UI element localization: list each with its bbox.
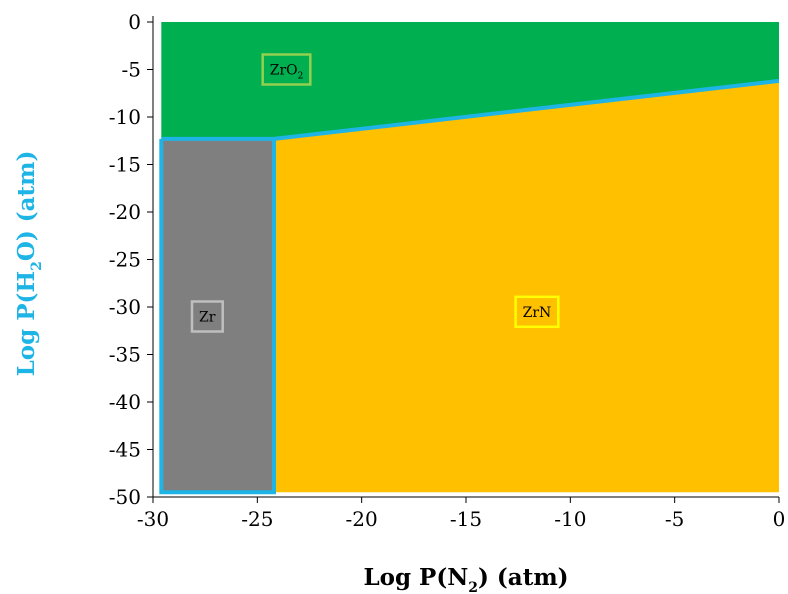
- region-label-text: Zr: [199, 310, 216, 326]
- region-label-box: [514, 295, 560, 329]
- x-tick-label: -20: [346, 507, 378, 531]
- x-tick-label: -10: [554, 507, 586, 531]
- y-tick-label: -20: [109, 200, 141, 224]
- y-tick-label: -30: [109, 295, 141, 319]
- region-zrn: [274, 80, 779, 493]
- region-label-zro2: ZrO2: [261, 53, 312, 86]
- region-label-zr: Zr: [190, 300, 224, 333]
- boundary-layer: [159, 78, 780, 495]
- y-tick-label: -25: [109, 248, 141, 272]
- x-tick-label: -15: [450, 507, 482, 531]
- region-label-text: ZrN: [523, 305, 552, 321]
- y-tick-label: -15: [109, 153, 141, 177]
- y-tick-label: -45: [109, 438, 141, 462]
- x-tick-label: -25: [241, 507, 273, 531]
- labels-layer: ZrO2 ZrN Zr: [190, 53, 560, 333]
- x-tick-label: -5: [665, 507, 684, 531]
- regions-layer: [161, 22, 780, 493]
- region-label-box: [261, 53, 312, 86]
- y-tick-label: -10: [109, 105, 141, 129]
- y-tick-label: 0: [128, 10, 141, 34]
- x-tick-label: 0: [773, 507, 786, 531]
- region-label-text: ZrO2: [270, 63, 304, 82]
- region-label-box: [190, 300, 224, 333]
- axes-layer: 0-5-10-15-20-25-30-35-40-45-50-30 -25 -20-…: [13, 10, 785, 594]
- region-label-zrn: ZrN: [514, 295, 560, 329]
- y-tick-label: -50: [109, 485, 141, 509]
- y-tick-label: -5: [122, 58, 141, 82]
- region-zro2: [161, 22, 780, 139]
- region-zr: [161, 138, 274, 493]
- x-tick-label: -30: [137, 507, 169, 531]
- y-tick-label: -35: [109, 343, 141, 367]
- y-axis-title: Log P(H2O) (atm): [13, 151, 45, 377]
- y-tick-label: -40: [109, 390, 141, 414]
- phase-boundary-2: [159, 138, 276, 495]
- x-axis-title: Log P(N2) (atm): [363, 564, 568, 594]
